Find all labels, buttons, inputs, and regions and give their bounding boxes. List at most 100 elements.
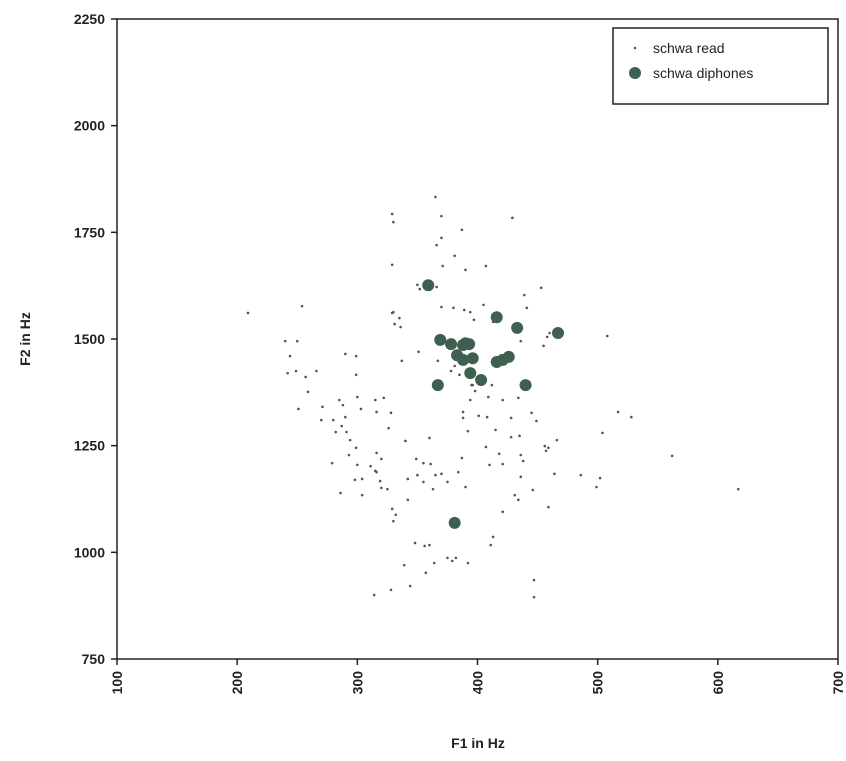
point: [408, 584, 412, 588]
point: [461, 410, 465, 414]
point: [457, 353, 470, 366]
point: [428, 436, 431, 440]
point: [375, 410, 378, 414]
legend-marker: [629, 67, 641, 79]
point: [458, 373, 461, 377]
point: [490, 311, 503, 324]
point: [511, 216, 514, 220]
point: [304, 375, 307, 379]
point: [330, 461, 334, 465]
x-tick-label: 700: [830, 671, 846, 695]
point: [463, 338, 476, 351]
point: [315, 369, 318, 373]
point: [390, 311, 394, 315]
point: [432, 561, 436, 565]
point: [519, 453, 523, 457]
point: [413, 541, 417, 545]
point: [344, 352, 347, 356]
point: [246, 311, 250, 315]
point: [378, 479, 382, 483]
legend-label: schwa read: [653, 40, 725, 56]
point: [394, 513, 398, 517]
point: [440, 236, 443, 240]
point: [402, 563, 406, 567]
point: [414, 457, 418, 461]
point: [372, 593, 376, 597]
point: [471, 383, 474, 387]
point: [428, 543, 431, 547]
x-tick-label: 600: [710, 671, 726, 695]
point: [466, 352, 479, 365]
point: [491, 535, 495, 539]
plot-frame: [116, 18, 839, 660]
point: [449, 369, 453, 373]
point: [440, 472, 443, 476]
point: [509, 416, 513, 420]
point: [375, 451, 378, 455]
point: [530, 411, 533, 415]
point: [466, 429, 470, 433]
point: [446, 556, 449, 560]
point: [497, 452, 501, 456]
point: [434, 473, 437, 477]
point: [399, 325, 402, 329]
point: [339, 491, 342, 495]
point: [519, 379, 532, 392]
point: [539, 286, 543, 290]
point: [601, 431, 604, 435]
point: [542, 344, 545, 348]
point: [300, 304, 304, 308]
x-tick-label: 300: [349, 671, 365, 695]
point: [440, 214, 443, 218]
point: [670, 454, 674, 458]
point: [553, 472, 556, 476]
point: [393, 322, 396, 326]
point: [545, 335, 549, 339]
point: [295, 339, 299, 343]
point: [511, 321, 524, 334]
point: [375, 470, 378, 474]
y-axis-label: F2 in Hz: [17, 312, 33, 366]
point: [390, 507, 394, 511]
point: [484, 445, 488, 449]
point: [464, 367, 477, 380]
y-tick-label: 2250: [74, 11, 105, 27]
point: [501, 462, 505, 466]
point: [418, 287, 422, 291]
point: [494, 428, 497, 432]
point: [422, 480, 425, 484]
point: [406, 498, 410, 502]
point: [319, 418, 323, 422]
point: [398, 316, 401, 320]
point: [434, 333, 447, 346]
point: [344, 415, 347, 419]
point: [390, 212, 394, 216]
point: [424, 571, 428, 575]
point: [736, 487, 740, 491]
point: [517, 498, 520, 502]
point: [306, 390, 310, 394]
point: [501, 510, 505, 514]
point: [468, 398, 472, 402]
point: [532, 595, 536, 599]
point: [382, 396, 386, 400]
point: [450, 559, 454, 563]
point: [517, 396, 520, 400]
point: [347, 453, 351, 457]
point: [464, 268, 467, 272]
point: [338, 398, 341, 402]
point: [485, 415, 489, 419]
point: [392, 220, 395, 224]
point: [436, 359, 440, 363]
point: [345, 430, 348, 434]
point: [460, 228, 464, 232]
point: [417, 350, 420, 354]
point: [434, 195, 437, 199]
point: [535, 419, 538, 423]
point: [484, 264, 488, 268]
point: [431, 487, 435, 491]
point: [509, 435, 513, 439]
point: [482, 303, 485, 307]
point: [354, 446, 358, 450]
x-tick-label: 100: [109, 671, 125, 695]
